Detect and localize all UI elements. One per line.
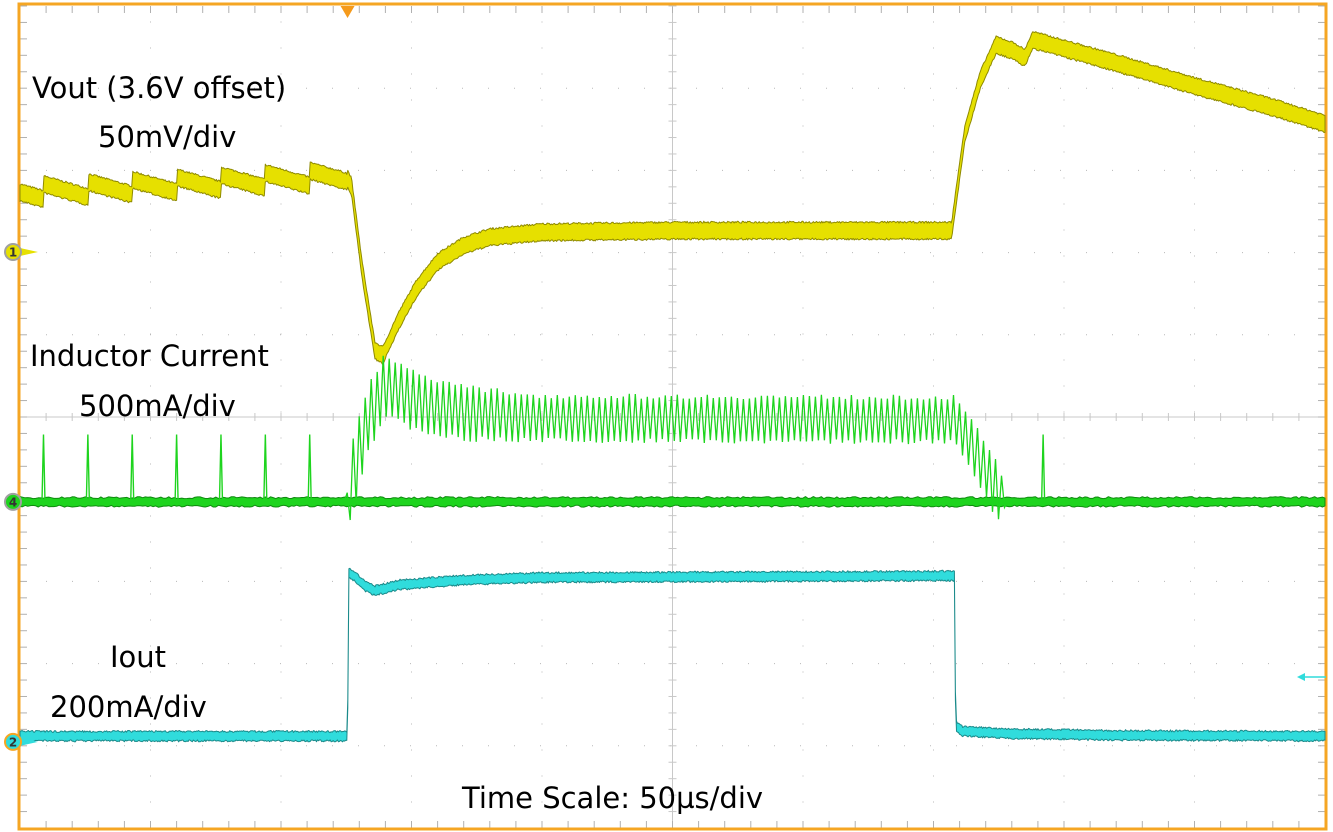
- iout-label: Iout: [110, 640, 167, 674]
- channel-arrow-icon: [20, 497, 38, 506]
- channel-number: 1: [9, 246, 17, 260]
- inductor-current-pfm-spike: [1040, 434, 1046, 502]
- inductor-current-pfm-spike: [85, 434, 91, 502]
- channel-arrow-icon: [20, 248, 38, 256]
- offscreen-reference-arrowhead-icon: [1297, 673, 1305, 681]
- trace-inductor-current-ripple: [20, 355, 1323, 521]
- time-scale-label: Time Scale: 50µs/div: [462, 781, 764, 815]
- channel-number: 4: [9, 495, 17, 509]
- trace-inductor-current-band: [19, 496, 1326, 508]
- grid: [17, 2, 1328, 831]
- channel-4-marker: 4: [4, 492, 38, 511]
- plot-frame: [17, 2, 1328, 831]
- channel-badge: [4, 732, 22, 751]
- channel-1-marker: 1: [4, 243, 38, 261]
- inductor-current-pfm-spike: [263, 434, 268, 502]
- trigger-position-marker: [340, 6, 355, 18]
- channel-badge: [4, 243, 22, 261]
- channel-badge: [4, 492, 22, 511]
- channel-2-marker: 2: [4, 732, 38, 751]
- inductor-current-pfm-spike: [41, 434, 46, 502]
- inductor-current-pfm-spike: [218, 434, 224, 502]
- inductor-current-pfm-spike: [130, 434, 135, 502]
- vout-label: Vout (3.6V offset): [32, 71, 287, 105]
- inductor-current-pfm-spike: [174, 434, 179, 502]
- vout-scale-label: 50mV/div: [98, 120, 237, 154]
- inductor-current-scale-label: 500mA/div: [79, 389, 236, 423]
- inductor-current-label: Inductor Current: [30, 339, 269, 373]
- trace-iout-band: [19, 567, 1326, 743]
- trace-vout-v-offset--band: [19, 31, 1326, 365]
- channel-markers: 1 4 2: [4, 243, 1326, 751]
- inductor-current-pfm-spike: [307, 434, 312, 502]
- channel-number: 2: [9, 735, 17, 749]
- channel-arrow-icon: [20, 737, 38, 746]
- traces: [19, 31, 1326, 743]
- iout-scale-label: 200mA/div: [50, 690, 207, 724]
